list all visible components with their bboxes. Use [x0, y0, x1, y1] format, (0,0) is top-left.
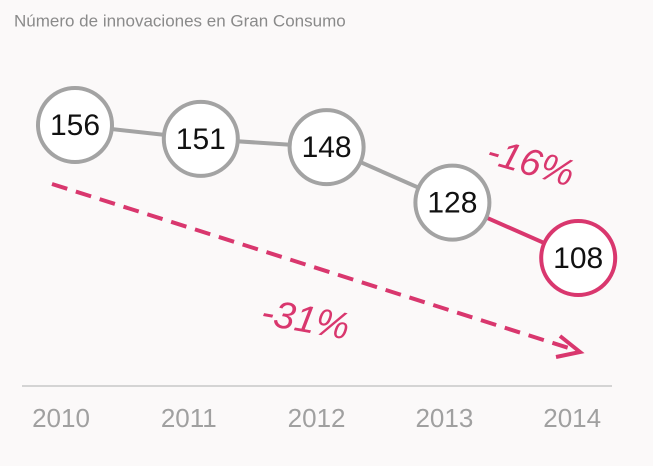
- trend-arrow: [51, 182, 576, 352]
- data-label: 128: [427, 187, 477, 220]
- data-label: 156: [50, 109, 100, 142]
- x-tick-label: 2011: [161, 403, 217, 433]
- data-label: 108: [553, 242, 603, 275]
- arrow-head: [555, 334, 585, 359]
- x-tick-label: 2013: [415, 403, 473, 433]
- point: [161, 99, 240, 178]
- chart-title: Número de innovaciones en Gran Consumo: [14, 11, 346, 30]
- point: [287, 108, 366, 187]
- x-tick-label: 2014: [543, 403, 601, 433]
- point: [539, 219, 618, 297]
- data-label: 148: [302, 131, 352, 164]
- point: [413, 163, 492, 242]
- point: [36, 86, 114, 164]
- data-label: 151: [176, 123, 226, 156]
- x-tick-label: 2010: [32, 403, 90, 433]
- x-tick-label: 2012: [288, 403, 346, 433]
